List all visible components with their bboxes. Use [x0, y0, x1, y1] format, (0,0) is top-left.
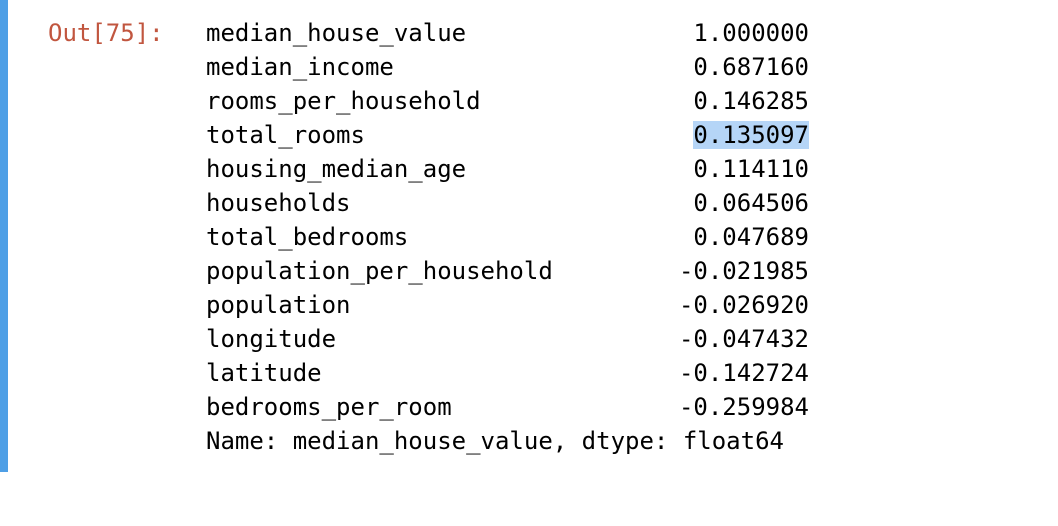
- series-row-population: population -0.026920: [206, 288, 809, 322]
- series-row-rooms-per-household: rooms_per_household 0.146285: [206, 84, 809, 118]
- series-row-total-bedrooms: total_bedrooms 0.047689: [206, 220, 809, 254]
- row-label: total_rooms: [206, 121, 365, 149]
- row-label: total_bedrooms: [206, 223, 409, 251]
- row-value: -0.021985: [678, 257, 809, 285]
- row-label: median_income: [206, 53, 394, 81]
- row-value: 0.687160: [693, 53, 809, 81]
- series-rows: median_house_value 1.000000 median_incom…: [206, 16, 809, 424]
- row-label: households: [206, 189, 351, 217]
- series-row-longitude: longitude -0.047432: [206, 322, 809, 356]
- row-value: 0.047689: [693, 223, 809, 251]
- row-value: 0.146285: [693, 87, 809, 115]
- row-label: latitude: [206, 359, 322, 387]
- row-label: longitude: [206, 325, 337, 353]
- output-area: median_house_value 1.000000 median_incom…: [206, 16, 809, 458]
- series-row-bedrooms-per-room: bedrooms_per_room -0.259984: [206, 390, 809, 424]
- series-row-households: households 0.064506: [206, 186, 809, 220]
- series-footer: Name: median_house_value, dtype: float64: [206, 427, 784, 455]
- series-row-median-house-value: median_house_value 1.000000: [206, 16, 809, 50]
- series-row-total-rooms: total_rooms 0.135097: [206, 118, 809, 152]
- row-value: -0.259984: [678, 393, 809, 421]
- row-value-selected[interactable]: 0.135097: [693, 121, 809, 149]
- cell-selection-bar[interactable]: [0, 0, 8, 472]
- row-label: rooms_per_household: [206, 87, 481, 115]
- series-row-median-income: median_income 0.687160: [206, 50, 809, 84]
- row-value: -0.026920: [678, 291, 809, 319]
- row-label: bedrooms_per_room: [206, 393, 452, 421]
- row-value: 0.114110: [693, 155, 809, 183]
- row-value: -0.142724: [678, 359, 809, 387]
- series-row-population-per-household: population_per_household -0.021985: [206, 254, 809, 288]
- row-label: median_house_value: [206, 19, 467, 47]
- row-value: -0.047432: [678, 325, 809, 353]
- row-label: population_per_household: [206, 257, 553, 285]
- output-cell: Out[75]: median_house_value 1.000000 med…: [0, 0, 809, 472]
- series-row-housing-median-age: housing_median_age 0.114110: [206, 152, 809, 186]
- series-row-latitude: latitude -0.142724: [206, 356, 809, 390]
- row-value: 0.064506: [693, 189, 809, 217]
- output-prompt: Out[75]:: [48, 19, 164, 47]
- row-value: 1.000000: [693, 19, 809, 47]
- row-label: housing_median_age: [206, 155, 467, 183]
- row-label: population: [206, 291, 351, 319]
